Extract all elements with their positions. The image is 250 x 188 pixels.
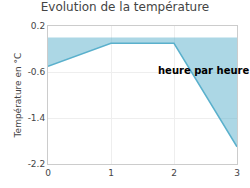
svg-text:Evolution de la température: Evolution de la température xyxy=(41,0,210,14)
svg-text:-0.6: -0.6 xyxy=(28,67,46,77)
svg-text:-2.2: -2.2 xyxy=(28,159,46,169)
svg-text:Température en °C: Température en °C xyxy=(13,53,23,139)
svg-text:0: 0 xyxy=(45,168,51,178)
svg-text:1: 1 xyxy=(108,168,114,178)
svg-text:3: 3 xyxy=(234,168,240,178)
svg-text:0.2: 0.2 xyxy=(31,21,45,31)
svg-text:-1.4: -1.4 xyxy=(28,113,46,123)
svg-text:2: 2 xyxy=(171,168,177,178)
svg-text:heure par heure: heure par heure xyxy=(158,65,249,76)
